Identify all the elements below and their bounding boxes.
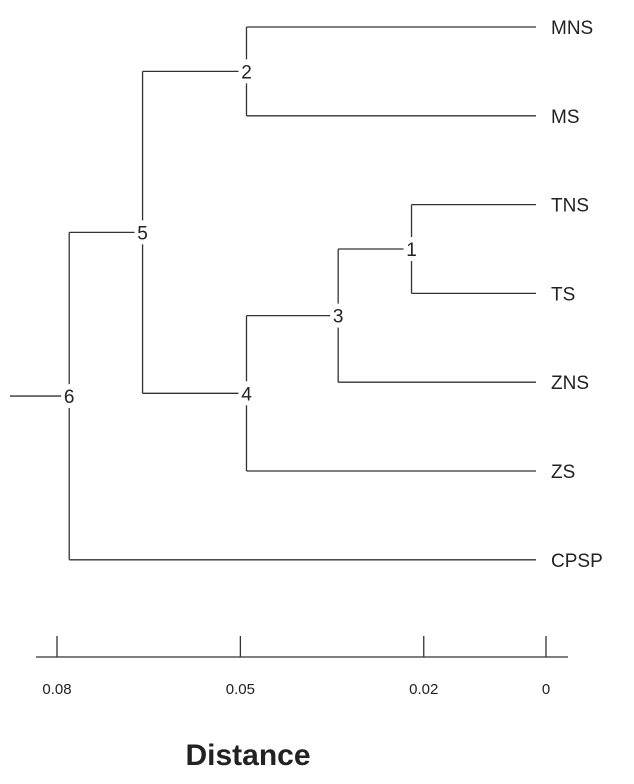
leaf-label-zs: ZS — [551, 462, 575, 483]
axis-tick-label-2: 0.02 — [409, 681, 438, 698]
leaf-label-cpsp: CPSP — [551, 551, 603, 572]
leaf-label-tns: TNS — [551, 196, 589, 217]
internal-nodes: 1 2 3 4 5 6 — [61, 59, 420, 409]
distance-axis: 0.08 0.05 0.02 0 — [36, 636, 568, 698]
node-label-1: 1 — [406, 240, 417, 261]
leaf-label-ts: TS — [551, 284, 575, 305]
axis-tick-label-1: 0.05 — [226, 681, 255, 698]
node-label-3: 3 — [333, 307, 344, 328]
node-label-bg-6 — [61, 384, 78, 409]
node-label-bg-3 — [330, 303, 347, 328]
leaf-label-mns: MNS — [551, 18, 593, 39]
axis-tick-label-3: 0 — [542, 681, 550, 698]
node-label-bg-2 — [238, 59, 255, 84]
node-label-4: 4 — [241, 384, 252, 405]
axis-title: Distance — [185, 739, 310, 772]
leaf-label-zns: ZNS — [551, 373, 589, 394]
node-label-5: 5 — [137, 223, 148, 244]
node-label-bg-4 — [238, 381, 255, 406]
axis-ticks: 0.08 0.05 0.02 0 — [42, 636, 550, 698]
node-label-2: 2 — [241, 62, 252, 83]
node-label-6: 6 — [64, 387, 75, 408]
axis-tick-label-0: 0.08 — [42, 681, 71, 698]
leaf-label-ms: MS — [551, 107, 580, 128]
node-label-bg-5 — [134, 220, 151, 245]
leaf-labels: MNS MS TNS TS ZNS ZS CPSP — [551, 18, 603, 572]
branch-lines — [10, 26, 536, 561]
node-label-bg-1 — [403, 237, 420, 261]
